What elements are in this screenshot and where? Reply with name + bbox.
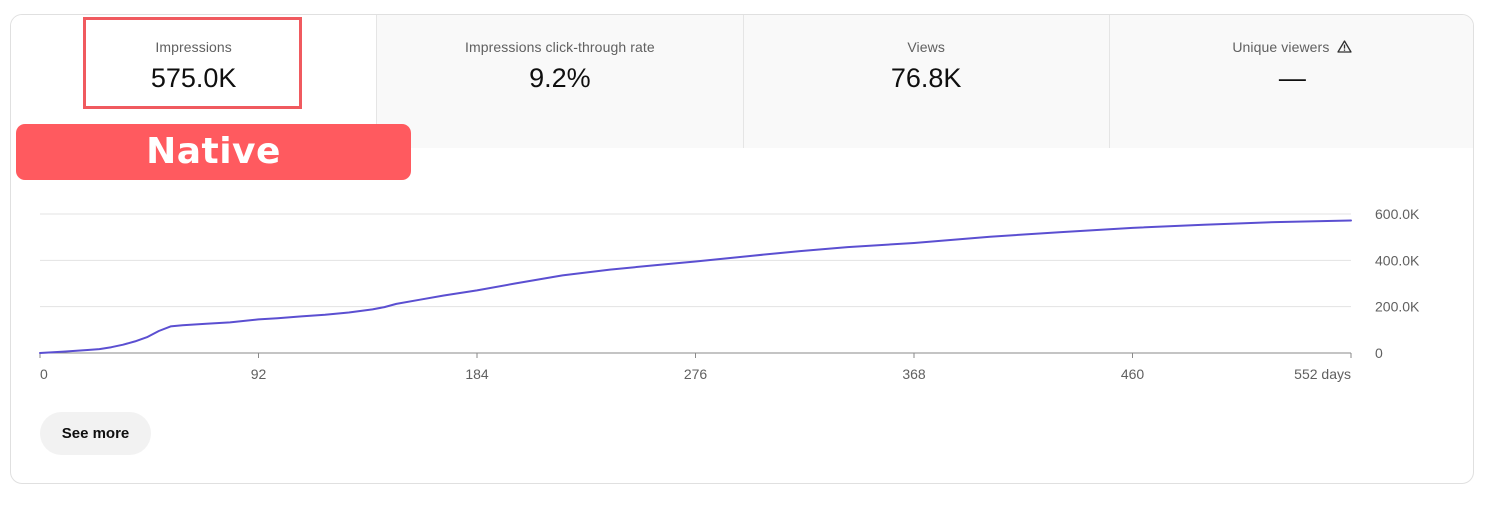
tab-unique-viewers-value: —: [1278, 63, 1306, 93]
see-more-button[interactable]: See more: [40, 412, 151, 455]
tab-unique-viewers-label: Unique viewers: [1232, 39, 1330, 55]
x-tick-label: 460: [1121, 366, 1145, 382]
tab-impressions-label: Impressions: [155, 39, 232, 55]
tab-unique-viewers[interactable]: Unique viewers —: [1108, 15, 1473, 148]
native-impressions-annotation: Native impressions: [16, 124, 411, 228]
tab-ctr-value: 9.2%: [529, 63, 591, 93]
y-tick-label: 400.0K: [1375, 252, 1420, 268]
x-tick-label: 552 days: [1294, 366, 1351, 382]
warning-icon[interactable]: [1337, 40, 1353, 56]
tab-ctr-label: Impressions click-through rate: [465, 39, 655, 55]
y-tick-label: 200.0K: [1375, 299, 1420, 315]
tab-ctr[interactable]: Impressions click-through rate 9.2%: [376, 15, 743, 148]
tab-views-label: Views: [907, 39, 945, 55]
tab-views[interactable]: Views 76.8K: [742, 15, 1109, 148]
tab-impressions-value: 575.0K: [150, 63, 237, 93]
tab-unique-viewers-header: Unique viewers: [1110, 39, 1473, 56]
x-tick-label: 368: [902, 366, 926, 382]
x-tick-label: 92: [251, 366, 267, 382]
x-tick-label: 0: [40, 366, 48, 382]
series-line-impressions: [39, 219, 1352, 354]
tab-views-value: 76.8K: [890, 63, 962, 93]
x-tick-label: 276: [684, 366, 708, 382]
y-tick-label: 600.0K: [1375, 206, 1420, 222]
x-tick-label: 184: [465, 366, 489, 382]
y-tick-label: 0: [1375, 345, 1383, 361]
